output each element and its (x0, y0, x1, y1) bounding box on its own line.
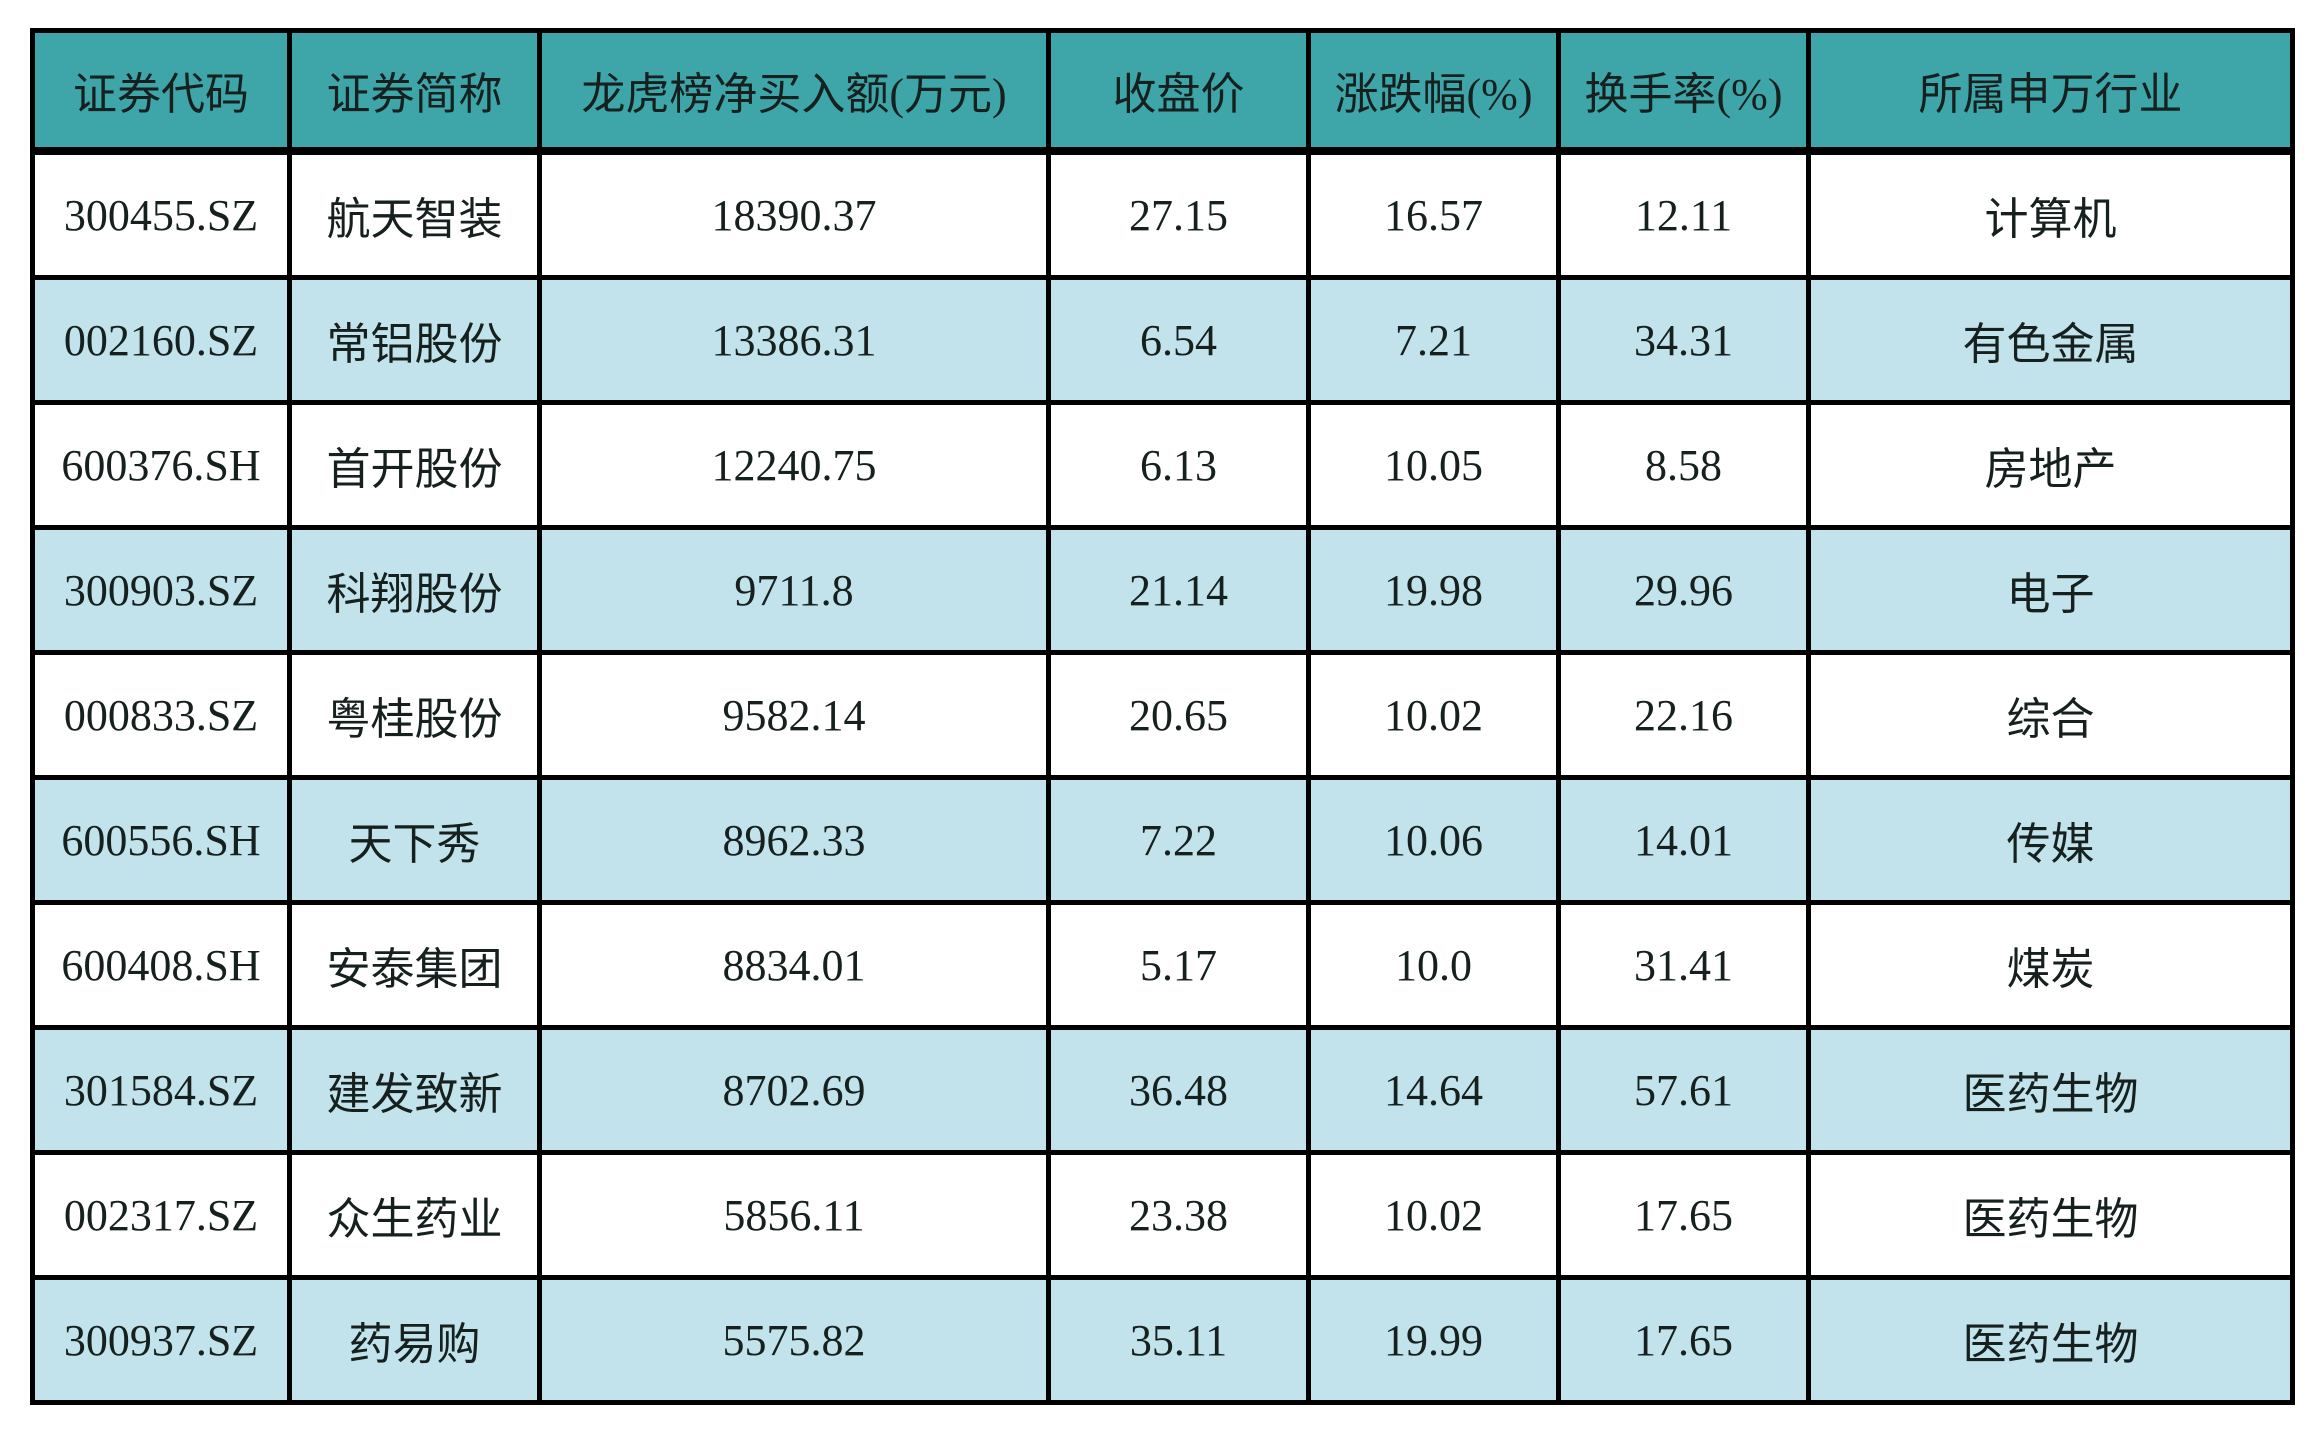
table-row: 002160.SZ 常铝股份 13386.31 6.54 7.21 34.31 有色金属 (30, 275, 2295, 405)
table-cell: 医药生物 (1806, 1025, 2295, 1155)
table-cell: 7.21 (1306, 275, 1561, 405)
dragon-tiger-list-table: 证券代码 证券简称 龙虎榜净买入额(万元) 收盘价 涨跌幅(%) 换手率(%) 所属申万行业… (30, 28, 2295, 1405)
table-cell: 000833.SZ (30, 650, 292, 780)
table-cell: 建发致新 (287, 1025, 542, 1155)
table-cell: 传媒 (1806, 775, 2295, 905)
table-row: 300455.SZ 航天智装 18390.37 27.15 16.57 12.11 计算机 (30, 148, 2295, 280)
table-cell: 13386.31 (537, 275, 1051, 405)
table-cell: 23.38 (1046, 1150, 1311, 1280)
table-cell: 12240.75 (537, 400, 1051, 530)
table-cell: 12.11 (1556, 148, 1811, 280)
table-cell: 6.13 (1046, 400, 1311, 530)
table-cell: 众生药业 (287, 1150, 542, 1280)
table-cell: 14.64 (1306, 1025, 1561, 1155)
table-cell: 36.48 (1046, 1025, 1311, 1155)
table-cell: 煤炭 (1806, 900, 2295, 1030)
table-cell: 21.14 (1046, 525, 1311, 655)
table-cell: 22.16 (1556, 650, 1811, 780)
column-header: 涨跌幅(%) (1306, 28, 1561, 155)
table-cell: 35.11 (1046, 1275, 1311, 1405)
table-cell: 29.96 (1556, 525, 1811, 655)
table-cell: 9582.14 (537, 650, 1051, 780)
table-cell: 002160.SZ (30, 275, 292, 405)
table-cell: 5.17 (1046, 900, 1311, 1030)
table-cell: 10.0 (1306, 900, 1561, 1030)
table-row: 600408.SH 安泰集团 8834.01 5.17 10.0 31.41 煤炭 (30, 900, 2295, 1030)
table-cell: 34.31 (1556, 275, 1811, 405)
table-cell: 600376.SH (30, 400, 292, 530)
table-cell: 房地产 (1806, 400, 2295, 530)
table-cell: 电子 (1806, 525, 2295, 655)
table-cell: 医药生物 (1806, 1275, 2295, 1405)
table-cell: 8702.69 (537, 1025, 1051, 1155)
table-cell: 20.65 (1046, 650, 1311, 780)
table-cell: 安泰集团 (287, 900, 542, 1030)
table-cell: 14.01 (1556, 775, 1811, 905)
table-cell: 8962.33 (537, 775, 1051, 905)
column-header: 收盘价 (1046, 28, 1311, 155)
table-header: 证券代码 证券简称 龙虎榜净买入额(万元) 收盘价 涨跌幅(%) 换手率(%) 所属申万行业 (30, 28, 2295, 155)
table-cell: 综合 (1806, 650, 2295, 780)
column-header: 换手率(%) (1556, 28, 1811, 155)
table-cell: 10.02 (1306, 1150, 1561, 1280)
table-cell: 5856.11 (537, 1150, 1051, 1280)
table-cell: 粤桂股份 (287, 650, 542, 780)
table-cell: 301584.SZ (30, 1025, 292, 1155)
table-row: 300903.SZ 科翔股份 9711.8 21.14 19.98 29.96 电子 (30, 525, 2295, 655)
table-cell: 002317.SZ (30, 1150, 292, 1280)
table-cell: 300937.SZ (30, 1275, 292, 1405)
column-header: 证券简称 (287, 28, 542, 155)
table-cell: 600408.SH (30, 900, 292, 1030)
table-cell: 17.65 (1556, 1275, 1811, 1405)
table-cell: 10.02 (1306, 650, 1561, 780)
table-cell: 计算机 (1806, 148, 2295, 280)
table-cell: 有色金属 (1806, 275, 2295, 405)
table-cell: 7.22 (1046, 775, 1311, 905)
table-cell: 31.41 (1556, 900, 1811, 1030)
table-cell: 18390.37 (537, 148, 1051, 280)
table-row: 600556.SH 天下秀 8962.33 7.22 10.06 14.01 传媒 (30, 775, 2295, 905)
table-row: 300937.SZ 药易购 5575.82 35.11 19.99 17.65 医药生物 (30, 1275, 2295, 1405)
table-cell: 科翔股份 (287, 525, 542, 655)
table-cell: 5575.82 (537, 1275, 1051, 1405)
column-header: 证券代码 (30, 28, 292, 155)
table-row: 000833.SZ 粤桂股份 9582.14 20.65 10.02 22.16 综合 (30, 650, 2295, 780)
table-body: 300455.SZ 航天智装 18390.37 27.15 16.57 12.11 计算机 0… (30, 148, 2295, 1405)
table-cell: 600556.SH (30, 775, 292, 905)
table-cell: 常铝股份 (287, 275, 542, 405)
table-cell: 天下秀 (287, 775, 542, 905)
table-cell: 300903.SZ (30, 525, 292, 655)
table-row: 600376.SH 首开股份 12240.75 6.13 10.05 8.58 房地产 (30, 400, 2295, 530)
table-cell: 8834.01 (537, 900, 1051, 1030)
table-cell: 8.58 (1556, 400, 1811, 530)
table-cell: 9711.8 (537, 525, 1051, 655)
table-cell: 10.06 (1306, 775, 1561, 905)
table-cell: 27.15 (1046, 148, 1311, 280)
column-header: 所属申万行业 (1806, 28, 2295, 155)
table-cell: 19.98 (1306, 525, 1561, 655)
table-cell: 17.65 (1556, 1150, 1811, 1280)
table-cell: 16.57 (1306, 148, 1561, 280)
table-cell: 10.05 (1306, 400, 1561, 530)
table-cell: 6.54 (1046, 275, 1311, 405)
table-header-row: 证券代码 证券简称 龙虎榜净买入额(万元) 收盘价 涨跌幅(%) 换手率(%) 所属申万行业 (30, 28, 2295, 155)
table-cell: 医药生物 (1806, 1150, 2295, 1280)
table-cell: 300455.SZ (30, 148, 292, 280)
table-cell: 首开股份 (287, 400, 542, 530)
table-cell: 19.99 (1306, 1275, 1561, 1405)
column-header: 龙虎榜净买入额(万元) (537, 28, 1051, 155)
table-row: 301584.SZ 建发致新 8702.69 36.48 14.64 57.61 医药生物 (30, 1025, 2295, 1155)
table-cell: 药易购 (287, 1275, 542, 1405)
table-cell: 航天智装 (287, 148, 542, 280)
table-row: 002317.SZ 众生药业 5856.11 23.38 10.02 17.65 医药生物 (30, 1150, 2295, 1280)
table-cell: 57.61 (1556, 1025, 1811, 1155)
